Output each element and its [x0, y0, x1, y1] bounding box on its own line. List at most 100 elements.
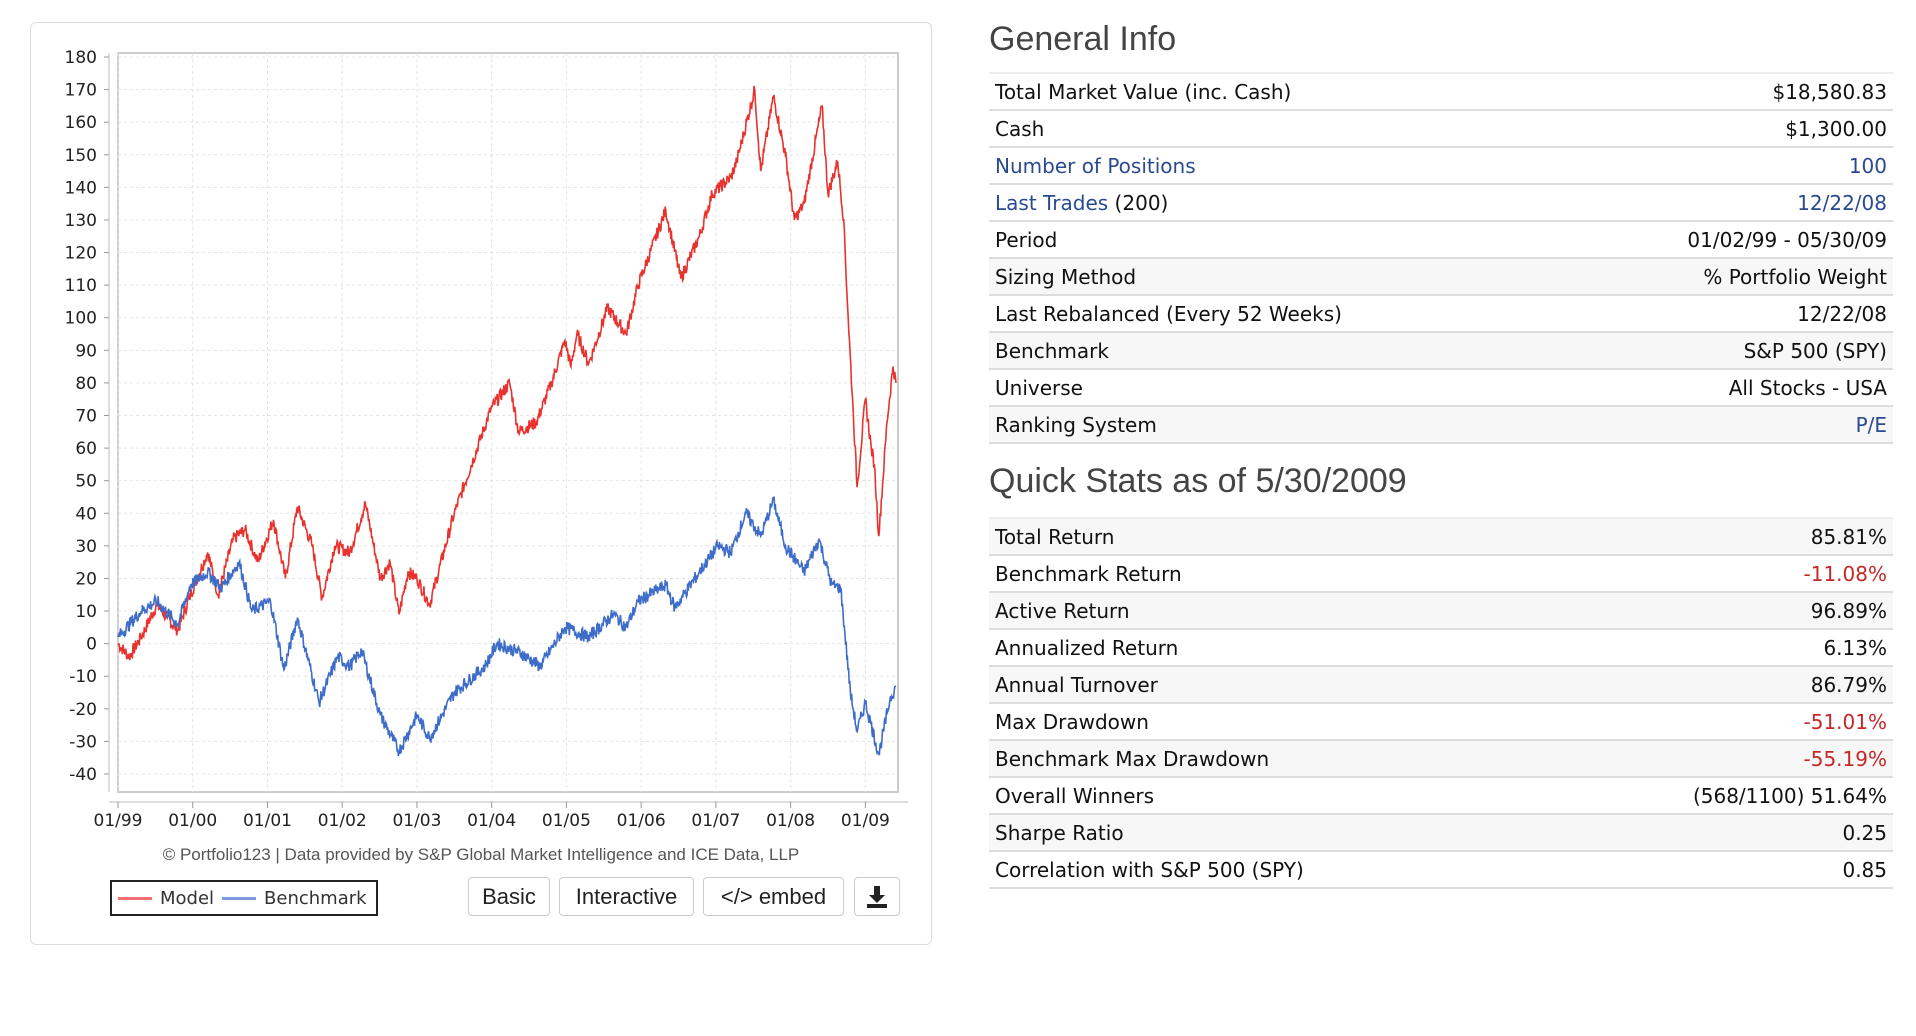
y-tick-label: 180: [65, 48, 97, 68]
row-label: Annualized Return: [989, 629, 1540, 667]
table-row: Ranking System P/E: [989, 406, 1893, 444]
row-value: 6.13%: [1539, 629, 1893, 667]
row-label-text: Benchmark: [995, 338, 1109, 363]
y-tick-label: 20: [75, 569, 97, 589]
row-value: 12/22/08: [1557, 295, 1893, 333]
download-button[interactable]: [854, 877, 900, 916]
row-value: S&P 500 (SPY): [1557, 332, 1893, 370]
y-tick-label: -40: [69, 765, 97, 785]
row-label-text: Period: [995, 227, 1058, 252]
y-tick-label: 170: [65, 81, 97, 101]
performance-chart: 1801701601501401301201101009080706050403…: [65, 48, 908, 831]
row-label: Cash: [989, 110, 1558, 148]
x-tick-label: 01/03: [392, 811, 441, 831]
benchmark-swatch: [222, 896, 257, 900]
table-row: Last Rebalanced (Every 52 Weeks) 12/22/08: [989, 295, 1893, 333]
row-value: All Stocks - USA: [1557, 369, 1893, 407]
row-label-text: Last Rebalanced (Every 52 Weeks): [995, 301, 1342, 326]
table-row: Correlation with S&P 500 (SPY) 0.85: [989, 851, 1893, 889]
table-row: Benchmark S&P 500 (SPY): [989, 332, 1893, 370]
row-value: 0.25: [1539, 814, 1893, 852]
row-label-text: Overall Winners: [995, 783, 1155, 808]
table-row: Annual Turnover 86.79%: [989, 666, 1893, 704]
table-row: Number of Positions 100: [989, 147, 1893, 185]
row-label: Annual Turnover: [989, 666, 1540, 704]
row-value[interactable]: 100: [1557, 147, 1893, 185]
row-label: Total Market Value (inc. Cash): [989, 73, 1558, 111]
row-value: (568/1100) 51.64%: [1539, 777, 1893, 815]
table-row: Sizing Method % Portfolio Weight: [989, 258, 1893, 296]
row-label-text: Active Return: [995, 598, 1130, 623]
row-label: Benchmark: [989, 332, 1558, 370]
general-info-heading: General Info: [989, 20, 1177, 58]
row-label-text: Annualized Return: [995, 635, 1179, 660]
embed-button[interactable]: </> embed: [703, 877, 844, 916]
table-row: Total Return 85.81%: [989, 518, 1893, 556]
chart-legend: Model Benchmark: [110, 880, 378, 916]
y-tick-label: 160: [65, 113, 97, 133]
y-tick-label: -30: [69, 732, 97, 752]
row-label-text: Total Return: [995, 524, 1115, 549]
table-row: Max Drawdown -51.01%: [989, 703, 1893, 741]
row-value: -11.08%: [1539, 555, 1893, 593]
plot-area: [117, 52, 899, 793]
row-label-text: Ranking System: [995, 412, 1157, 437]
x-tick-label: 01/04: [467, 811, 516, 831]
row-label-text: Benchmark Max Drawdown: [995, 746, 1270, 771]
y-tick-label: 50: [75, 472, 97, 492]
row-label: Last Trades (200): [989, 184, 1558, 222]
y-tick-label: 140: [65, 178, 97, 198]
y-tick-label: 120: [65, 244, 97, 264]
table-row: Benchmark Max Drawdown -55.19%: [989, 740, 1893, 778]
y-tick-label: -10: [69, 667, 97, 687]
row-value[interactable]: 12/22/08: [1557, 184, 1893, 222]
row-value: 85.81%: [1539, 518, 1893, 556]
row-value: 01/02/99 - 05/30/09: [1557, 221, 1893, 259]
row-label: Ranking System: [989, 406, 1558, 444]
row-label: Overall Winners: [989, 777, 1540, 815]
y-tick-label: 80: [75, 374, 97, 394]
table-row: Cash $1,300.00: [989, 110, 1893, 148]
model-swatch: [118, 896, 152, 900]
row-label: Total Return: [989, 518, 1540, 556]
x-tick-label: 01/06: [617, 811, 666, 831]
legend-benchmark: Benchmark: [264, 887, 367, 909]
y-tick-label: 130: [65, 211, 97, 231]
y-tick-label: -20: [69, 700, 97, 720]
y-tick-label: 0: [86, 635, 97, 655]
row-label-text: Sizing Method: [995, 264, 1137, 289]
row-label-text: Correlation with S&P 500 (SPY): [995, 857, 1304, 882]
row-label-text: Annual Turnover: [995, 672, 1158, 697]
row-label: Number of Positions: [989, 147, 1558, 185]
row-label-text: Total Market Value (inc. Cash): [995, 79, 1292, 104]
table-row: Total Market Value (inc. Cash) $18,580.83: [989, 73, 1893, 111]
interactive-button[interactable]: Interactive: [559, 877, 694, 916]
table-row: Active Return 96.89%: [989, 592, 1893, 630]
y-tick-label: 70: [75, 407, 97, 427]
row-label: Benchmark Max Drawdown: [989, 740, 1540, 778]
row-label: Universe: [989, 369, 1558, 407]
row-value[interactable]: P/E: [1557, 406, 1893, 444]
row-value: $18,580.83: [1557, 73, 1893, 111]
x-tick-label: 01/09: [841, 811, 890, 831]
row-label-text: Sharpe Ratio: [995, 820, 1124, 845]
row-label-text[interactable]: Number of Positions: [995, 153, 1196, 178]
table-row: Period 01/02/99 - 05/30/09: [989, 221, 1893, 259]
row-label: Period: [989, 221, 1558, 259]
y-tick-label: 10: [75, 602, 97, 622]
quick-stats-heading: Quick Stats as of 5/30/2009: [989, 462, 1407, 500]
table-row: Benchmark Return -11.08%: [989, 555, 1893, 593]
x-tick-label: 01/07: [691, 811, 740, 831]
row-label: Correlation with S&P 500 (SPY): [989, 851, 1540, 889]
row-label: Benchmark Return: [989, 555, 1540, 593]
table-row: Universe All Stocks - USA: [989, 369, 1893, 407]
row-label: Sharpe Ratio: [989, 814, 1540, 852]
x-tick-label: 01/00: [168, 811, 217, 831]
general-info-table: Total Market Value (inc. Cash) $18,580.83…: [989, 72, 1893, 444]
row-label-text[interactable]: Last Trades: [995, 190, 1109, 215]
row-label-suffix: (200): [1108, 190, 1169, 215]
y-tick-label: 90: [75, 341, 97, 361]
row-value: % Portfolio Weight: [1557, 258, 1893, 296]
basic-button[interactable]: Basic: [468, 877, 550, 916]
legend-model: Model: [160, 887, 215, 909]
